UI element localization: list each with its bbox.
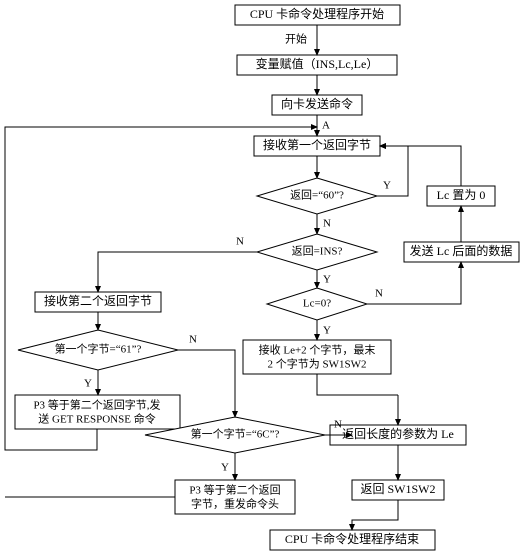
edge-dlc0-y-lbl: Y bbox=[323, 325, 331, 337]
edge-dins-n bbox=[98, 252, 257, 292]
node-recvle-line1: 接收 Le+2 个字节，最末 bbox=[259, 343, 376, 357]
node-lcset0-text: Lc 置为 0 bbox=[437, 188, 486, 202]
edge-lcset0-back bbox=[380, 146, 461, 186]
node-p3get-line1: P3 等于第二个返回字节,发 bbox=[33, 398, 160, 412]
edge-d60-y bbox=[377, 146, 408, 196]
edge-d6c-n-lbl: N bbox=[334, 419, 342, 431]
node-assign-text: 变量赋值（INS,Lc,Le） bbox=[256, 56, 379, 71]
node-d60-text: 返回=“60”? bbox=[290, 189, 344, 202]
label-start: 开始 bbox=[285, 32, 307, 46]
edge-dins-n-lbl: N bbox=[236, 236, 244, 248]
node-p3get-line2: 送 GET RESPONSE 命令 bbox=[38, 412, 155, 426]
node-dins-text: 返回=INS? bbox=[292, 245, 343, 258]
edge-d61-n bbox=[178, 350, 235, 417]
edge-dlc0-n-lbl: N bbox=[375, 288, 383, 300]
edge-d60-y-lbl: Y bbox=[383, 180, 391, 192]
node-recvle-line2: 2 个字节为 SW1SW2 bbox=[268, 357, 367, 371]
flowchart-svg: CPU 卡命令处理程序开始 开始 变量赋值（INS,Lc,Le） 向卡发送命令 … bbox=[0, 0, 528, 560]
node-retsw-text: 返回 SW1SW2 bbox=[360, 482, 435, 496]
edge-d60-n-lbl: N bbox=[323, 218, 331, 230]
edge-retsw-end bbox=[352, 500, 398, 530]
node-p3resend-line1: P3 等于第二个返回 bbox=[189, 483, 280, 497]
node-recv1-text: 接收第一个返回字节 bbox=[263, 137, 371, 152]
node-d6c-text: 第一个字节=“6C”? bbox=[191, 427, 280, 441]
node-sendlc-text: 发送 Lc 后面的数据 bbox=[410, 243, 513, 258]
edge-d6c-y-lbl: Y bbox=[221, 462, 229, 474]
node-recv2-text: 接收第二个返回字节 bbox=[44, 293, 152, 308]
node-retlen-text: 返回长度的参数为 Le bbox=[342, 426, 454, 441]
node-end-text: CPU 卡命令处理程序结束 bbox=[285, 531, 419, 546]
edge-d61-n-lbl: N bbox=[189, 334, 197, 346]
edge-d61-y-lbl: Y bbox=[84, 378, 92, 390]
node-start-text: CPU 卡命令处理程序开始 bbox=[250, 6, 384, 21]
edge-dins-y-lbl: Y bbox=[323, 274, 331, 286]
label-a: A bbox=[322, 120, 330, 132]
node-dlc0-text: Lc=0? bbox=[303, 298, 331, 310]
node-p3resend-line2: 字节，重发命令头 bbox=[191, 497, 279, 511]
node-send-text: 向卡发送命令 bbox=[281, 96, 353, 111]
node-d61-text: 第一个字节=“61”? bbox=[55, 342, 142, 356]
edge-recvle-join bbox=[317, 374, 398, 395]
